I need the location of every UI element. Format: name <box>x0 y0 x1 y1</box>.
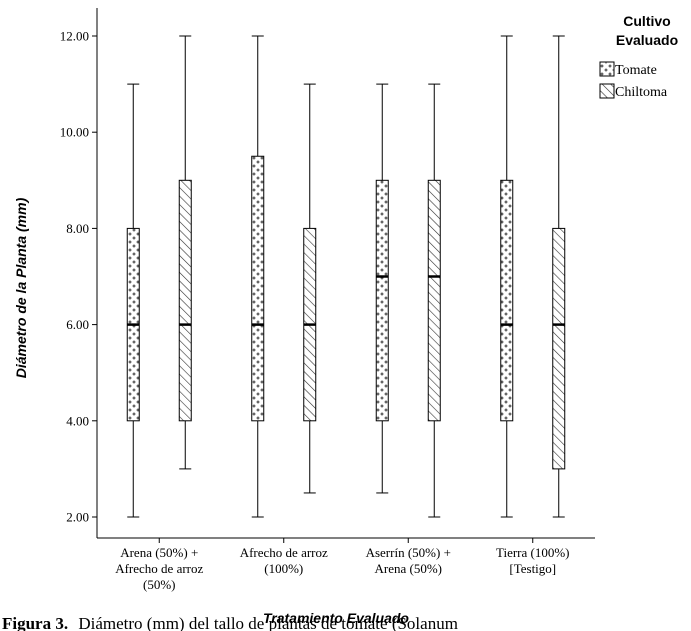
y-tick-label: 8.00 <box>66 221 89 236</box>
y-tick-label: 4.00 <box>66 413 89 428</box>
plot-area: 2.00 4.00 6.00 8.00 10.00 12.00 Arena (50%) +… <box>60 8 595 592</box>
legend-label-chiltoma: Chiltoma <box>615 85 668 100</box>
y-tick-label: 10.00 <box>60 125 89 140</box>
x-tick-label: (100%) <box>264 561 303 576</box>
box-iqr <box>500 179 514 422</box>
box-tomate <box>251 35 265 518</box>
box-chiltoma <box>552 35 566 518</box>
legend-title-line-1: Cultivo <box>623 13 670 29</box>
box-iqr <box>375 179 389 422</box>
y-tick-label: 2.00 <box>66 510 89 525</box>
y-tick-label: 12.00 <box>60 29 89 44</box>
x-tick-label: Arena (50%) + <box>120 545 198 560</box>
box-tomate <box>375 83 389 494</box>
legend-swatch-tomate <box>599 61 615 77</box>
box-iqr <box>251 155 265 422</box>
legend-title-line-2: Evaluado <box>616 32 678 48</box>
box-iqr <box>427 179 441 422</box>
x-tick-label: Arena (50%) <box>375 561 443 576</box>
x-tick-label: Tierra (100%) <box>496 545 570 560</box>
caption-text: Diámetro (mm) del tallo de plantas de to… <box>78 614 458 631</box>
x-tick-label: Afrecho de arroz <box>240 545 328 560</box>
x-axis-title: Tratamiento Evaluado <box>263 610 409 626</box>
caption-label: Figura 3. <box>2 614 68 631</box>
legend-swatch-chiltoma <box>599 83 615 99</box>
box-tomate <box>500 35 514 518</box>
x-tick-label: Aserrín (50%) + <box>366 545 451 560</box>
figure-caption: Figura 3. Diámetro (mm) del tallo de pla… <box>2 614 458 631</box>
y-axis-title: Diámetro de la Planta (mm) <box>13 197 29 378</box>
box-chiltoma <box>178 35 192 470</box>
box-tomate <box>126 83 140 518</box>
x-tick-label: Afrecho de arroz <box>115 561 203 576</box>
x-tick-label: (50%) <box>143 577 176 592</box>
boxes <box>126 35 566 518</box>
x-ticks: Arena (50%) +Afrecho de arroz(50%)Afrech… <box>115 538 570 592</box>
box-iqr <box>178 179 192 422</box>
box-chiltoma <box>427 83 441 518</box>
y-tick-label: 6.00 <box>66 317 89 332</box>
legend: Cultivo Evaluado Tomate Chiltoma <box>599 13 678 100</box>
box-chiltoma <box>303 83 317 494</box>
x-tick-label: [Testigo] <box>509 561 556 576</box>
y-ticks: 2.00 4.00 6.00 8.00 10.00 12.00 <box>60 29 97 525</box>
box-iqr <box>552 227 566 470</box>
legend-label-tomate: Tomate <box>615 63 657 78</box>
